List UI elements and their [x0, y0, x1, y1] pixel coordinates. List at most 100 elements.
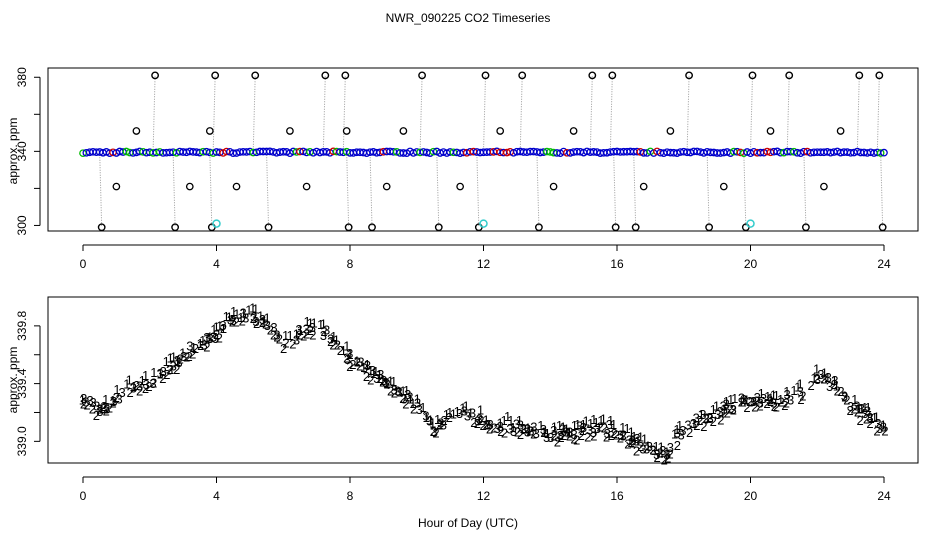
series-2-point: 2: [667, 446, 674, 461]
series-1-point: 1: [540, 424, 547, 439]
x-tick-label: 0: [80, 257, 87, 271]
series-1-point: 1: [437, 418, 444, 433]
series-2-point: 2: [233, 314, 240, 329]
series-1-point: 1: [370, 366, 377, 381]
series-1-point: 1: [446, 405, 453, 420]
series-2-point: 2: [746, 394, 753, 409]
mid-outlier-point: [766, 127, 775, 135]
series-2-point: 2: [334, 337, 341, 352]
series-3-point: 3: [174, 353, 181, 368]
series-3-point: 3: [717, 404, 724, 419]
series-2-point: 2: [133, 378, 140, 393]
series-1-point: 1: [767, 391, 774, 406]
series-2-point: 2: [432, 425, 439, 440]
series-3-point: 3: [461, 403, 468, 418]
series-1-point: 1: [429, 415, 436, 430]
series-3-point: 3: [96, 404, 103, 419]
spike-connector: [536, 152, 540, 228]
mid-outlier-point: [549, 182, 558, 191]
series-2-point: 2: [383, 376, 390, 391]
series-3-point: 3: [633, 431, 640, 446]
series-2-point: 2: [813, 371, 820, 386]
series-3-point: 3: [559, 422, 566, 437]
series-2-point: 2: [309, 327, 316, 342]
series-3-point: 3: [464, 408, 471, 423]
mid-outlier-point: [205, 127, 214, 135]
mid-outlier-point: [232, 182, 241, 191]
series-3-point: 3: [679, 423, 686, 438]
series-3-point: 3: [874, 416, 881, 431]
series-2-point: 2: [863, 411, 870, 426]
low-spike-point: [264, 223, 273, 232]
series-2-point: 2: [486, 421, 493, 436]
series-1-point: 1: [427, 412, 434, 427]
series-2-point: 2: [103, 403, 110, 418]
series-2-point: 2: [106, 401, 113, 416]
series-1-point: 1: [758, 386, 765, 401]
series-1-point: 1: [170, 349, 177, 364]
series-2-point: 2: [661, 452, 668, 467]
series-1-point: 1: [307, 316, 314, 331]
series-1-point: 1: [340, 343, 347, 358]
low-spike-point: [344, 223, 353, 232]
series-2-point: 2: [881, 424, 888, 439]
low-spike-point: [97, 223, 106, 232]
series-1-point: 1: [156, 366, 163, 381]
series-3-point: 3: [784, 387, 791, 402]
series-3-point: 3: [118, 385, 125, 400]
series-1-point: 1: [443, 407, 450, 422]
series-1-point: 1: [858, 401, 865, 416]
series-1-point: 1: [537, 418, 544, 433]
series-2-point: 2: [446, 410, 453, 425]
series-2-point: 2: [797, 392, 804, 407]
series-1-point: 1: [783, 384, 790, 399]
series-3-point: 3: [186, 338, 193, 353]
x-tick-label: 4: [213, 257, 220, 271]
series-1-point: 1: [123, 376, 130, 391]
series-2-point: 2: [213, 327, 220, 342]
series-1-point: 1: [130, 379, 137, 394]
series-3-point: 3: [677, 427, 684, 442]
series-3-point: 3: [570, 427, 577, 442]
series-2-point: 2: [436, 417, 443, 432]
series-3-point: 3: [866, 410, 873, 425]
series-1-point: 1: [97, 401, 104, 416]
series-1-point: 1: [516, 413, 523, 428]
series-1-point: 1: [641, 432, 648, 447]
series-1-point: 1: [203, 331, 210, 346]
series-1-point: 1: [407, 391, 414, 406]
series-3-point: 3: [309, 320, 316, 335]
series-3-point: 3: [814, 372, 821, 387]
series-2-point: 2: [706, 410, 713, 425]
series-3-point: 3: [550, 423, 557, 438]
mid-outlier-point: [569, 127, 578, 135]
series-1-point: 1: [226, 309, 233, 324]
series-2-point: 2: [831, 377, 838, 392]
series-2-point: 2: [611, 426, 618, 441]
series-3-point: 3: [166, 362, 173, 377]
series-3-point: 3: [760, 391, 767, 406]
series-1-point: 1: [593, 415, 600, 430]
series-1-point: 1: [777, 392, 784, 407]
series-1-point: 1: [482, 412, 489, 427]
mid-outlier-point: [302, 182, 311, 191]
bottom-y-axis: 339.0 339.4 339.8: [15, 311, 41, 456]
x-tick-label: 24: [877, 257, 891, 271]
baseline-point: [880, 148, 888, 157]
series-2-point: 2: [399, 391, 406, 406]
series-2-point: 2: [491, 420, 498, 435]
series-3-point: 3: [227, 313, 234, 328]
series-1-point: 1: [260, 313, 267, 328]
series-2-point: 2: [376, 371, 383, 386]
series-3-point: 3: [346, 346, 353, 361]
series-3-point: 3: [738, 391, 745, 406]
series-2-point: 2: [273, 329, 280, 344]
series-3-point: 3: [414, 396, 421, 411]
x-tick-label: 20: [744, 489, 758, 503]
series-1-point: 1: [383, 376, 390, 391]
series-2-point: 2: [363, 369, 370, 384]
series-3-point: 3: [252, 314, 259, 329]
series-3-point: 3: [219, 318, 226, 333]
series-2-point: 2: [379, 374, 386, 389]
